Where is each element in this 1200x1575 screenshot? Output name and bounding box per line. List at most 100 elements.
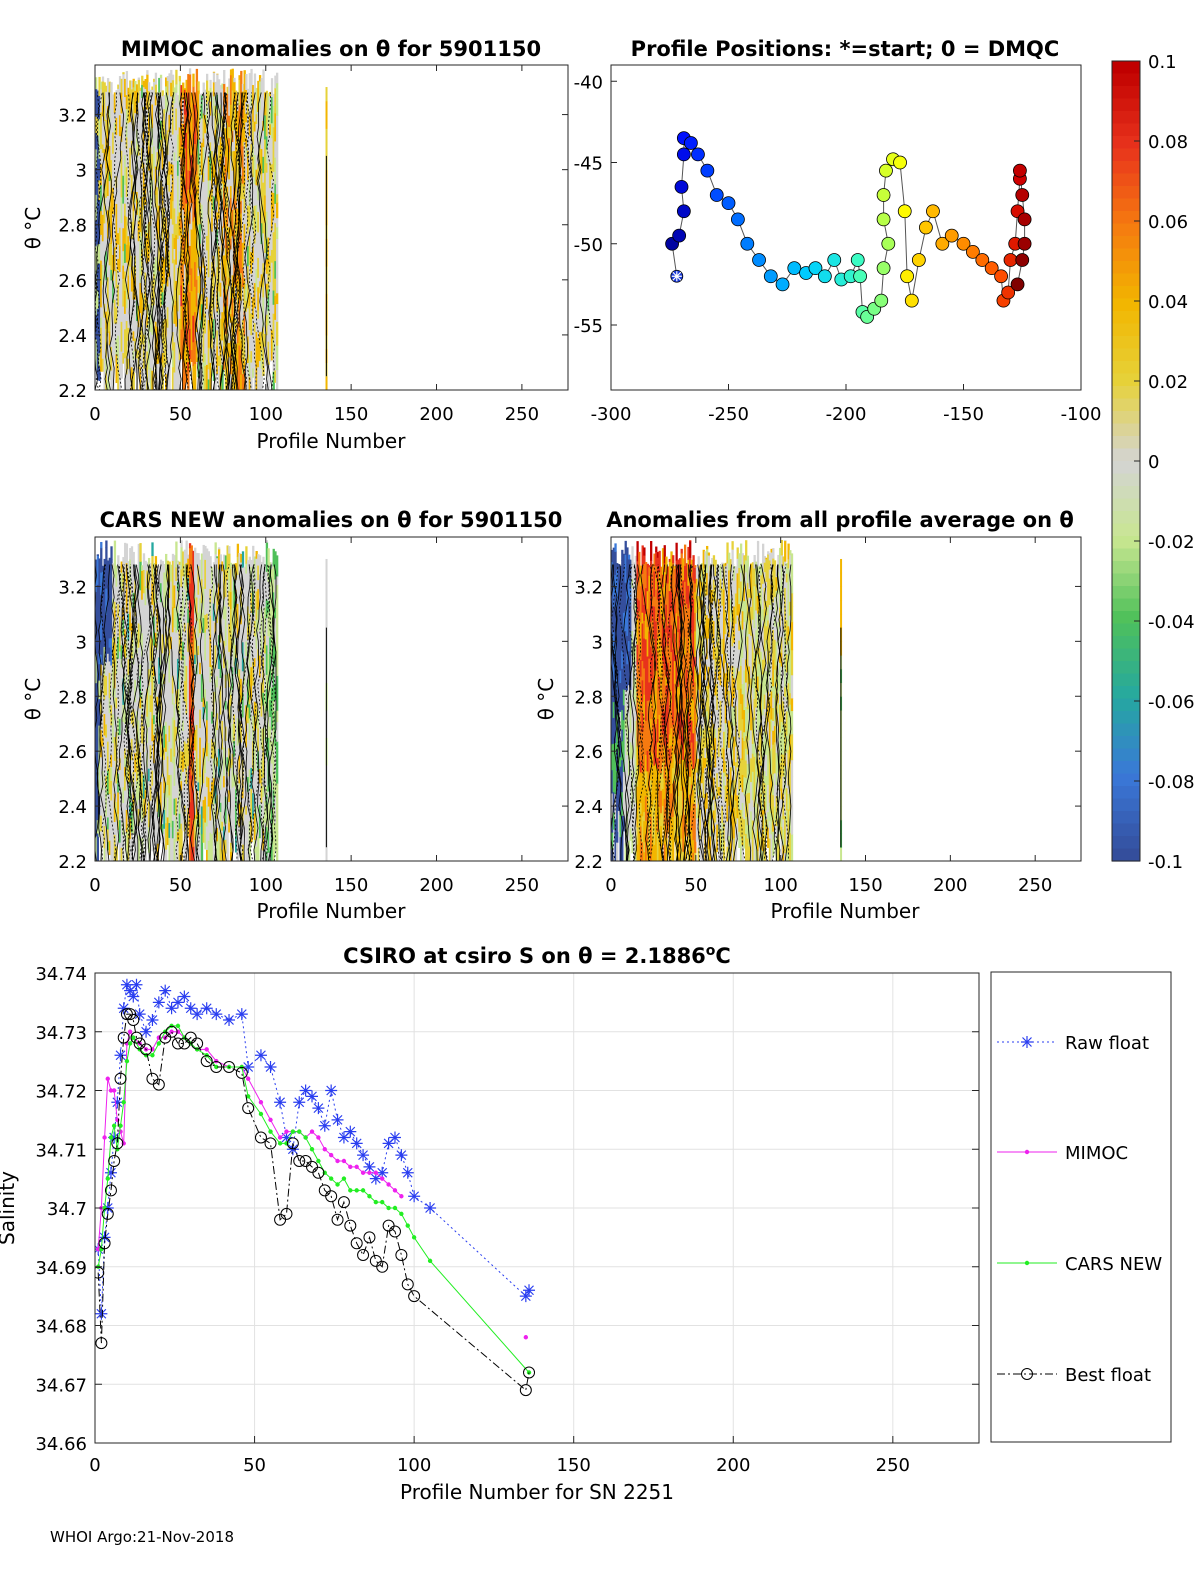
heat-cell (173, 665, 176, 687)
heat-cell (115, 731, 118, 754)
heat-cell (668, 759, 671, 776)
heat-cell (665, 640, 668, 658)
heat-cell (118, 114, 122, 137)
heat-cell (147, 826, 151, 853)
heat-cell (270, 122, 274, 139)
heat-cell (260, 728, 263, 750)
heat-cell (229, 767, 233, 782)
heat-cell (108, 712, 111, 722)
heat-cell (224, 568, 228, 598)
heat-cell (636, 644, 639, 666)
heat-cell (125, 216, 129, 245)
heat-cell (228, 137, 231, 153)
heat-cell (211, 711, 214, 724)
heat-cell (241, 692, 245, 718)
heat-cell (262, 203, 265, 234)
heat-cell (248, 751, 251, 770)
heat-cell (168, 761, 171, 776)
heat-cell (159, 628, 163, 655)
heat-cell (641, 545, 644, 574)
contour-line (210, 92, 230, 390)
heat-cell (739, 665, 743, 689)
heat-cell (270, 178, 274, 192)
heat-cell (161, 720, 164, 751)
heat-cell (658, 571, 661, 593)
heat-cell (712, 832, 716, 845)
heat-cell (694, 829, 697, 853)
heat-cell (660, 849, 663, 861)
heat-cell (190, 229, 193, 241)
heat-cell (219, 767, 222, 790)
heat-cell (612, 728, 615, 744)
heat-cell (639, 785, 643, 803)
heat-cell (276, 710, 279, 723)
heat-cell (614, 594, 617, 626)
heat-cell (748, 633, 751, 646)
heat-cell (694, 852, 697, 861)
heat-cell (644, 682, 648, 703)
heat-cell (130, 687, 134, 713)
heat-cell (683, 703, 687, 728)
heat-cell (214, 579, 217, 598)
heat-cell (636, 826, 639, 845)
heat-cell (255, 87, 258, 115)
heat-cell (636, 598, 639, 612)
heat-cell (616, 810, 619, 834)
heat-cell (182, 720, 185, 731)
heat-cell (156, 113, 159, 125)
heat-cell (257, 554, 260, 566)
heat-cell (205, 80, 209, 104)
heat-cell (108, 647, 111, 662)
heat-cell (183, 768, 187, 786)
heat-cell (118, 340, 122, 366)
heat-cell (211, 166, 214, 193)
heat-cell (141, 771, 144, 799)
heat-cell (658, 744, 661, 773)
heat-cell (217, 218, 221, 247)
heat-cell (166, 623, 170, 650)
heat-cell (166, 196, 170, 206)
heat-cell (658, 806, 661, 820)
heat-cell (267, 93, 270, 104)
heat-cell (644, 849, 648, 861)
heat-cell (233, 665, 236, 681)
heat-cell (611, 549, 614, 551)
heat-cell (118, 206, 122, 228)
heat-cell (151, 89, 154, 105)
heat-cell (243, 628, 246, 640)
heat-cell (216, 211, 219, 230)
heat-cell (665, 556, 668, 575)
heat-cell (129, 80, 132, 94)
heat-cell (648, 699, 651, 716)
heat-cell (207, 554, 211, 580)
heat-cell (692, 559, 695, 581)
heat-cell (180, 146, 183, 159)
heat-cell (634, 555, 638, 557)
heat-cell (187, 608, 190, 623)
heat-cell (704, 679, 707, 711)
heat-cell (120, 78, 123, 93)
heat-cell (733, 708, 736, 727)
heat-cell (746, 753, 750, 764)
heat-cell (683, 789, 687, 800)
heat-cell (741, 737, 744, 761)
heat-cell (192, 643, 195, 671)
heat-cell (117, 555, 120, 569)
heat-cell (154, 602, 158, 633)
heat-cell (129, 740, 132, 766)
heat-cell (146, 834, 149, 849)
heat-cell (118, 631, 122, 652)
heat-cell (229, 591, 233, 610)
heat-cell (680, 815, 683, 839)
heat-cell (159, 582, 163, 603)
heat-cell (717, 739, 721, 757)
heat-cell (252, 614, 255, 642)
heat-cell (100, 288, 103, 308)
heat-cell (611, 832, 614, 850)
heat-cell (257, 309, 260, 319)
heat-cell (211, 700, 214, 712)
heat-cell (129, 241, 132, 267)
heat-cell (612, 771, 615, 793)
heat-cell (250, 235, 253, 253)
heat-cell (255, 846, 258, 861)
